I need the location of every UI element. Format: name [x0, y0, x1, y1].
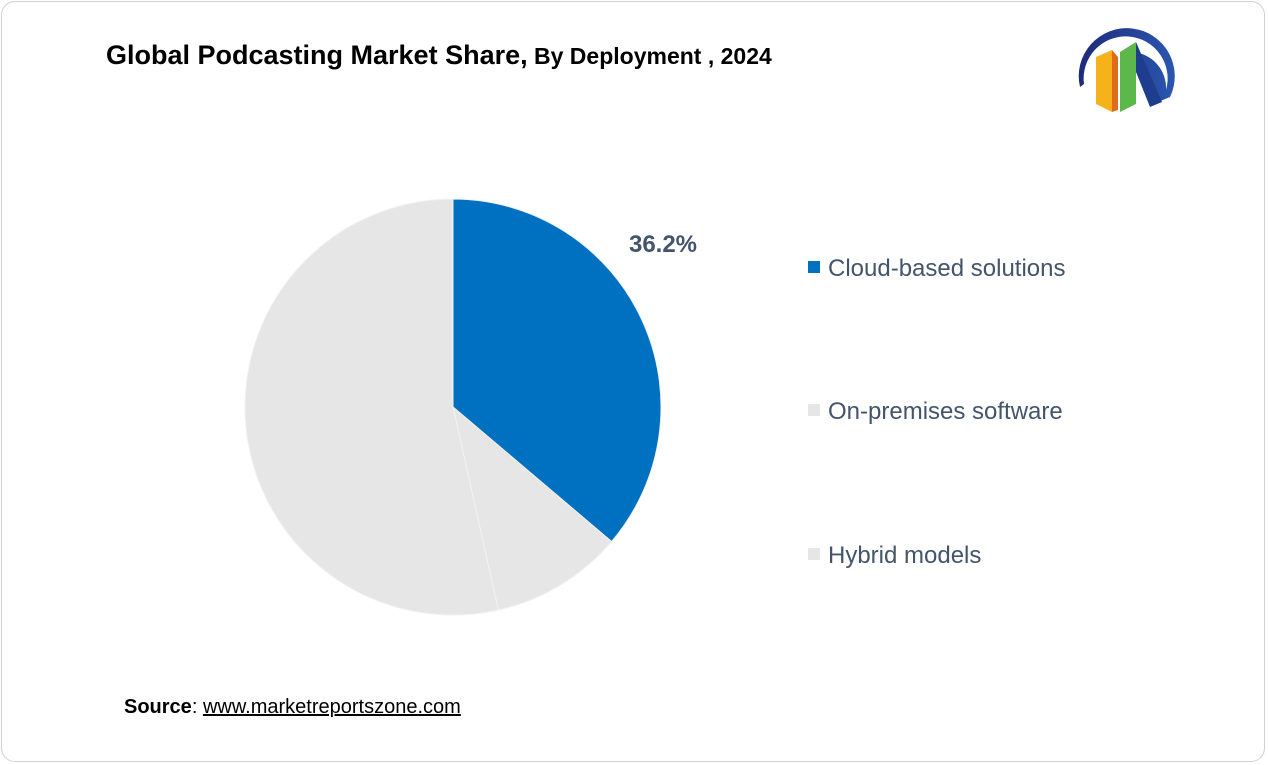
pie-slice-cloud-based-solutions	[452, 198, 662, 543]
chart-title: Global Podcasting Market Share, By Deplo…	[106, 40, 772, 71]
source-link[interactable]: www.marketreportszone.com	[202, 696, 461, 718]
pie-slice-hybrid-models	[244, 198, 499, 616]
title-sub: By Deployment , 2024	[527, 43, 772, 69]
legend-swatch	[808, 404, 820, 416]
legend-label: Cloud-based solutions	[828, 255, 1066, 282]
legend-swatch	[808, 261, 820, 273]
source-label: Source	[124, 696, 192, 718]
legend-item: Cloud-based solutions	[808, 255, 1065, 283]
legend-item: On-premises software	[808, 398, 1063, 426]
legend-label: On-premises software	[828, 398, 1063, 425]
legend-item: Hybrid models	[808, 542, 981, 570]
data-label: 36.2%	[629, 231, 697, 258]
source-note: Source: www.marketreportszone.com	[124, 696, 461, 719]
company-logo	[1078, 28, 1175, 112]
legend-label: Hybrid models	[828, 542, 982, 569]
pie-slice-on-premises-software	[452, 405, 613, 611]
title-main: Global Podcasting Market Share,	[106, 40, 528, 70]
source-separator: :	[191, 696, 203, 718]
legend-swatch	[808, 548, 820, 560]
